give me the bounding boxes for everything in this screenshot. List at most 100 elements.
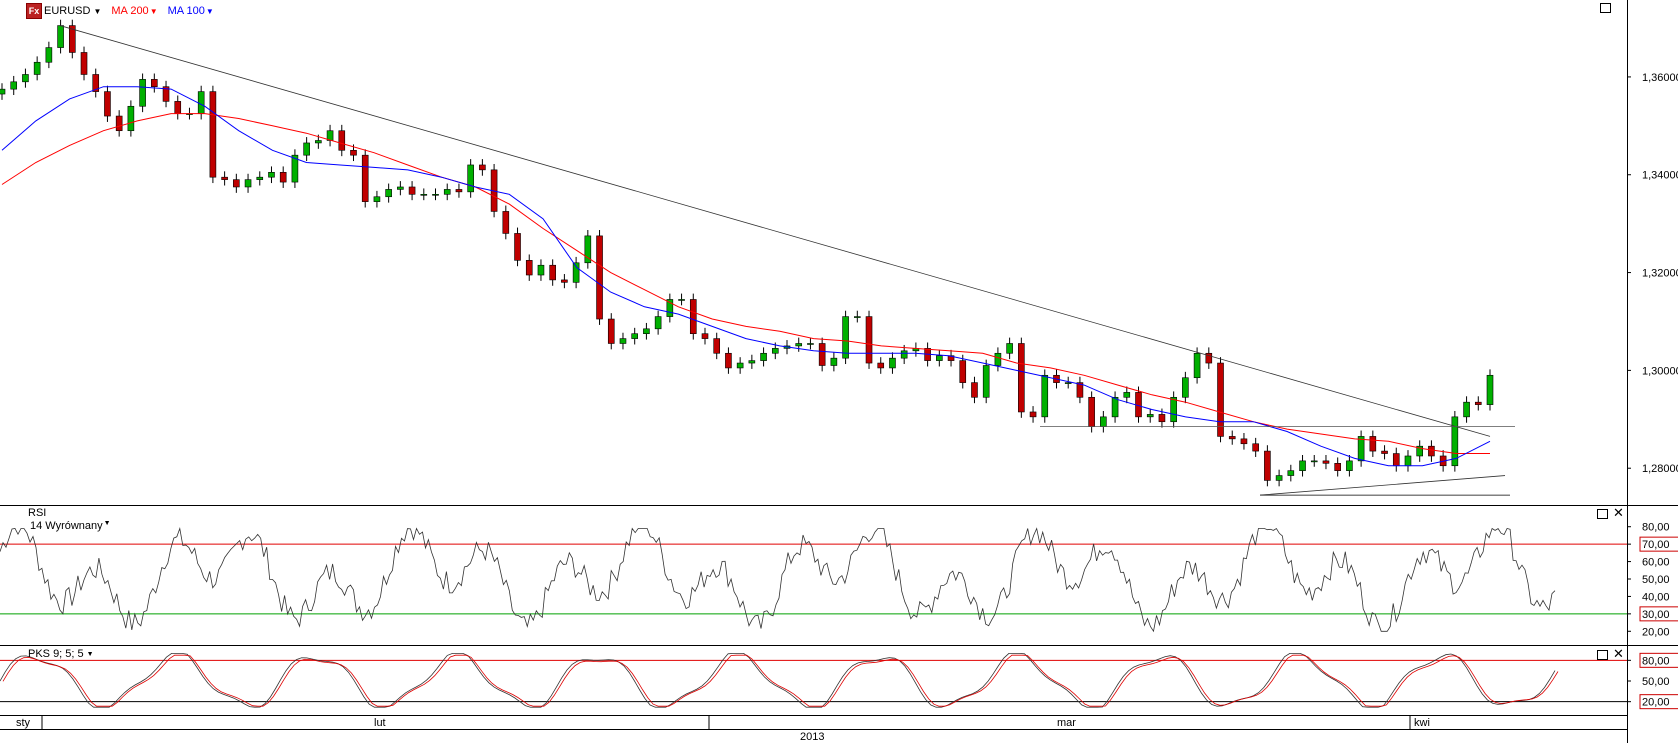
candle-body [689, 299, 697, 335]
candle-body [1474, 401, 1482, 405]
ma200-selector[interactable]: MA 200▼ [111, 5, 157, 17]
trendline-resistance [59, 25, 1491, 437]
candle-body [701, 333, 709, 339]
rsi-panel: 80,00 70,00 60,00 50,00 40,00 30,00 20,00 [0, 522, 1678, 638]
candle-body [514, 233, 521, 261]
candle-body [443, 189, 451, 195]
candle-body [666, 299, 674, 317]
candle-body [1346, 460, 1353, 471]
pks-panel: 80,00 50,00 20,00 [0, 652, 1678, 710]
rsi-tick-label: 20,00 [1642, 626, 1670, 638]
candle-body [936, 355, 943, 361]
candle-body [1264, 450, 1271, 481]
month-label: kwi [1414, 717, 1430, 729]
candle-body [1369, 436, 1377, 452]
chart-header: Fx EURUSD ▼ MA 200▼ MA 100▼ [26, 3, 214, 19]
candle-body [1486, 374, 1494, 405]
candle-body [92, 74, 100, 92]
candle-body [373, 196, 381, 202]
rsi-tick-label: 60,00 [1642, 557, 1670, 569]
month-label: lut [374, 717, 386, 729]
candle-body [760, 352, 767, 361]
dropdown-arrow-icon: ▼ [103, 520, 111, 527]
pks-tick-label: 50,00 [1642, 676, 1670, 688]
pks-close-icon[interactable]: ✕ [1613, 646, 1624, 661]
candle-body [1088, 396, 1095, 427]
dropdown-arrow-icon: ▼ [93, 6, 102, 16]
candle-body [900, 350, 908, 359]
candle-body [1404, 455, 1412, 467]
candle-body [1123, 392, 1131, 398]
candle-body [1275, 475, 1283, 481]
candle-body [1287, 470, 1295, 476]
candle-body [854, 316, 861, 318]
candle-body [795, 343, 803, 347]
price-tick-label: 1,32000 [1642, 268, 1678, 280]
candle-body [80, 52, 88, 75]
candle-body [1111, 396, 1119, 418]
rsi-settings[interactable]: 14 Wyrównany ▼ [30, 520, 111, 532]
candle-body [1416, 445, 1424, 457]
candle-body [1029, 411, 1037, 418]
candle-body [1182, 377, 1189, 398]
candle-body [22, 74, 29, 83]
rsi-close-icon[interactable]: ✕ [1613, 505, 1624, 520]
candle-body [748, 360, 756, 364]
dropdown-arrow-icon: ▼ [149, 7, 158, 16]
candle-body [1006, 343, 1013, 354]
pks-settings[interactable]: PKS 9; 5; 5 ▼ [28, 648, 94, 660]
main-maximize-icon[interactable] [1600, 3, 1611, 14]
candle-body [1146, 414, 1154, 418]
candle-body [1334, 463, 1341, 471]
candle-body [303, 142, 310, 156]
candle-body [619, 338, 627, 344]
year-label: 2013 [800, 731, 824, 743]
candle-body [291, 154, 299, 183]
pks-level-box [1639, 694, 1678, 710]
price-tick-label: 1,30000 [1642, 365, 1678, 377]
price-tick-label: 1,34000 [1642, 170, 1678, 182]
pks-maximize-icon[interactable] [1597, 650, 1608, 661]
pks-tick-label: 80,00 [1642, 655, 1670, 667]
candle-body [561, 279, 568, 283]
symbol-selector[interactable]: Fx EURUSD ▼ [26, 3, 101, 19]
rsi-title: RSI [28, 507, 47, 519]
candle-body [1041, 374, 1049, 418]
candle-body [713, 338, 721, 354]
candle-body [525, 260, 533, 276]
candle-body [1158, 414, 1166, 423]
candle-body [1428, 445, 1435, 457]
ma200-line [1, 113, 1490, 454]
candle-body [221, 176, 228, 180]
candle-body [397, 186, 404, 190]
ma100-selector[interactable]: MA 100▼ [168, 5, 214, 17]
candle-body [209, 91, 217, 178]
rsi-tick-label: 50,00 [1642, 574, 1670, 586]
candle-body [971, 382, 978, 398]
time-axis: sty lut mar kwi 2013 [16, 715, 1430, 743]
candle-body [385, 189, 392, 198]
rsi-level-box [1639, 606, 1678, 622]
candle-body [584, 235, 592, 264]
candle-body [1451, 416, 1459, 467]
candle-body [1299, 460, 1306, 471]
candle-body [1100, 416, 1107, 427]
candle-body [151, 79, 158, 88]
candle-body [807, 343, 814, 345]
ma200-label: MA 200 [111, 5, 149, 17]
candle-body [1322, 460, 1330, 464]
candle-body [959, 360, 967, 383]
price-panel: 1,36000 1,34000 1,32000 1,30000 1,28000 [0, 19, 1678, 496]
candle-body [139, 79, 146, 107]
candle-body [725, 352, 732, 369]
candle-body [432, 194, 439, 196]
rsi-maximize-icon[interactable] [1597, 509, 1608, 520]
candle-body [994, 352, 1002, 366]
candle-body [57, 25, 64, 48]
candle-body [1076, 382, 1084, 398]
candle-body [127, 105, 135, 132]
trendline-support [1259, 475, 1506, 496]
pks-k-line [0, 653, 1556, 708]
